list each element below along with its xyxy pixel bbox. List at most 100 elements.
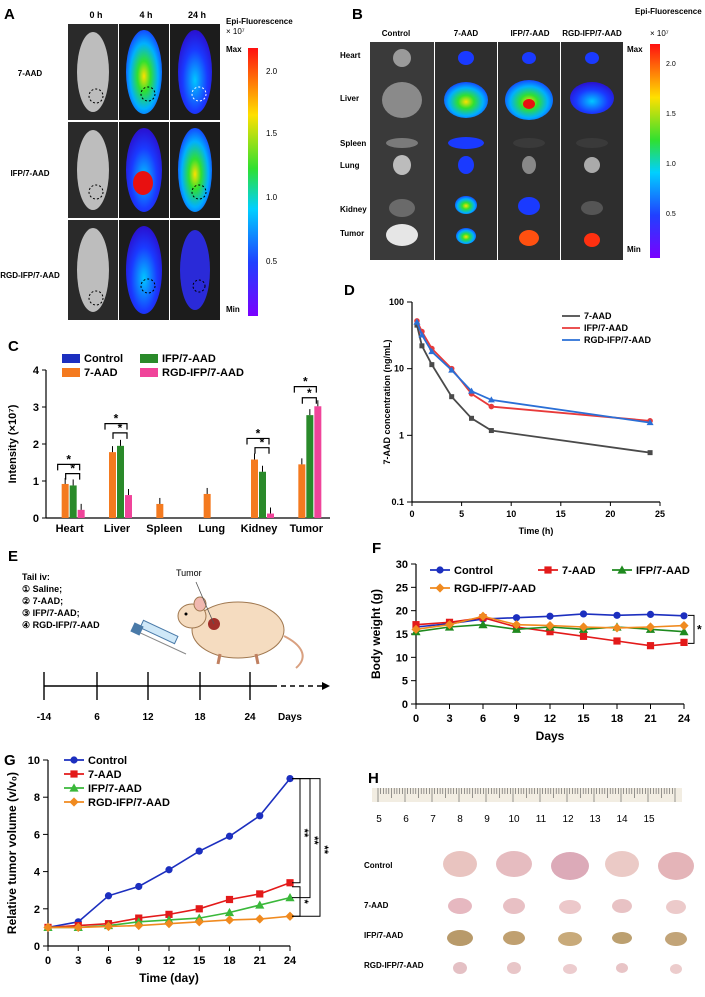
bar (306, 415, 314, 518)
data-point (103, 921, 114, 932)
b-scale-max: Max (627, 45, 643, 54)
b-row: Lung (340, 161, 360, 170)
e-timeline-tick: 12 (142, 712, 154, 723)
legend-marker (69, 797, 79, 807)
significance-bracket (104, 423, 128, 430)
panel-h: 5 6 7 8 9 10 11 12 13 14 15 Control 7-AAD IFP/7-AA… (350, 760, 705, 992)
legend-label: Control (88, 755, 127, 767)
y-tick-label: 1 (33, 476, 39, 488)
data-point (679, 621, 689, 631)
b-scale-title: Epi-Fluorescence (635, 7, 702, 16)
data-point (73, 922, 83, 932)
x-tick-label: 18 (223, 955, 235, 967)
b-row: Kidney (340, 205, 367, 214)
a-scale-max: Max (226, 45, 242, 54)
ruler-number: 14 (616, 814, 628, 825)
significance-mark: * (256, 426, 261, 440)
legend-label: 7-AAD (584, 311, 612, 321)
significance-bracket (112, 432, 128, 439)
significance-mark: * (298, 900, 310, 905)
legend-marker (617, 565, 627, 574)
panel-a: 0 h 4 h 24 h 7-AAD IFP/7-AAD RGD-IFP/7-A… (0, 0, 340, 330)
significance-bracket (254, 447, 270, 454)
e-timeline-unit: Days (278, 712, 302, 723)
legend-label: 7-AAD (84, 367, 118, 379)
legend-marker (435, 583, 445, 593)
x-axis-label: Days (536, 729, 565, 743)
data-point (679, 627, 689, 636)
x-tick-label: Liver (104, 523, 131, 535)
y-tick-label: 30 (396, 559, 408, 571)
data-point (579, 610, 588, 618)
data-point (546, 612, 554, 620)
e-item: ④ RGD-IFP/7-AAD (22, 620, 100, 630)
panel-e: Tail iv: ① Saline; ② 7-AAD; ③ IFP/7-AAD;… (0, 540, 340, 750)
b-scale-min: Min (627, 245, 641, 254)
b-scale-tick: 1.5 (666, 111, 676, 118)
data-point (680, 638, 688, 646)
e-tumor-label: Tumor (176, 568, 202, 578)
timeline (43, 672, 330, 700)
panel-g: 0 2 4 6 8 10 0 3 6 9 12 15 18 21 24 Time (day) Relative … (0, 750, 350, 992)
bar (61, 483, 69, 518)
bar (203, 493, 211, 518)
data-point (413, 318, 421, 325)
data-point (195, 847, 203, 855)
data-point (488, 403, 495, 410)
b-scale-tick: 0.5 (666, 211, 676, 218)
data-point (285, 893, 295, 902)
e-timeline-tick: 24 (244, 712, 256, 723)
b-organ-grid (370, 42, 623, 260)
data-point (612, 623, 622, 633)
data-point (285, 911, 295, 921)
panel-label-c: C (8, 338, 19, 355)
data-point (194, 917, 204, 927)
significance-mark: * (118, 421, 123, 435)
panel-label-f: F (372, 540, 382, 557)
b-col: IFP/7-AAD (510, 29, 549, 38)
panel-e-figure: Tail iv: ① Saline; ② 7-AAD; ③ IFP/7-AAD;… (22, 568, 330, 723)
significance-bracket (688, 614, 695, 644)
bar (267, 513, 274, 518)
b-col: 7-AAD (454, 29, 479, 38)
x-tick-label: 15 (577, 713, 589, 725)
x-tick-label: Kidney (241, 523, 279, 535)
legend-label: IFP/7-AAD (88, 783, 142, 795)
significance-mark: * (303, 375, 308, 389)
bar (69, 485, 77, 518)
b-row: Spleen (340, 139, 366, 148)
data-point (224, 915, 235, 925)
data-point (647, 450, 653, 456)
x-axis-label: Time (day) (139, 971, 199, 985)
x-tick-label: 25 (655, 509, 665, 519)
x-tick-label: 21 (254, 955, 266, 967)
y-tick-label: 0 (34, 941, 40, 953)
legend-label: RGD-IFP/7-AAD (88, 797, 170, 809)
a-colorbar (248, 48, 258, 316)
data-point (680, 612, 688, 620)
data-point (255, 900, 265, 909)
legend-swatch (62, 368, 80, 377)
tumor-photos (443, 851, 694, 974)
legend-label: IFP/7-AAD (162, 353, 216, 365)
significance-bracket (293, 386, 317, 393)
data-point (613, 611, 621, 619)
data-point (487, 396, 495, 403)
data-point (429, 362, 435, 368)
x-tick-label: 12 (163, 955, 175, 967)
x-tick-label: Heart (56, 523, 84, 535)
data-point (256, 890, 264, 898)
x-axis-label: Time (h) (519, 526, 554, 536)
data-point (449, 394, 455, 400)
x-tick-label: 3 (75, 955, 81, 967)
data-point (448, 366, 456, 373)
legend-label: Control (84, 353, 123, 365)
significance-mark: ** (318, 845, 330, 854)
e-title: Tail iv: (22, 572, 50, 582)
legend-swatch (62, 354, 80, 363)
significance-mark: * (70, 462, 75, 476)
legend-label: RGD-IFP/7-AAD (454, 583, 536, 595)
x-tick-label: 18 (611, 713, 623, 725)
significance-mark: * (307, 386, 312, 400)
x-tick-label: 20 (605, 509, 615, 519)
